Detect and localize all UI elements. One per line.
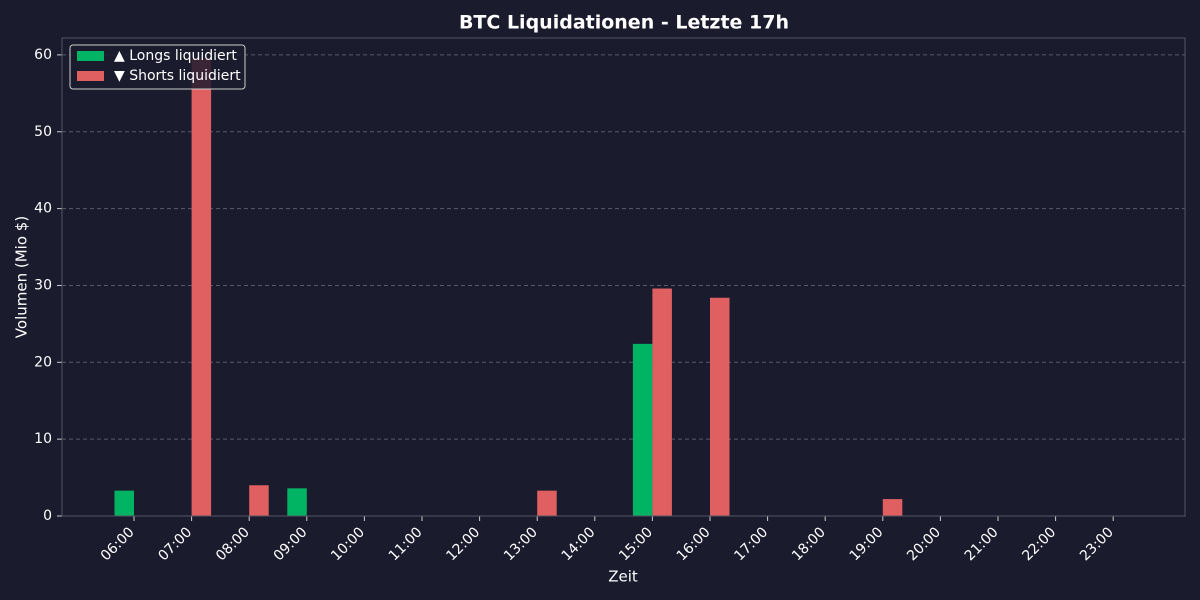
y-tick-label: 30 [34, 277, 52, 293]
legend-swatch [77, 71, 104, 81]
chart-title: BTC Liquidationen - Letzte 17h [459, 12, 789, 34]
legend-label: ▲ Longs liquidiert [114, 48, 237, 64]
bar [114, 490, 134, 516]
y-tick-label: 60 [34, 47, 52, 63]
x-axis-label: Zeit [608, 568, 638, 586]
bar [191, 58, 212, 516]
y-tick-label: 10 [34, 431, 52, 447]
y-tick-label: 0 [43, 508, 52, 524]
bar [249, 485, 269, 516]
y-tick-label: 40 [34, 201, 52, 217]
plot-border [61, 37, 1186, 517]
y-tick-label: 20 [34, 354, 52, 370]
bar [652, 288, 672, 516]
bar [882, 499, 903, 516]
legend-swatch [77, 51, 104, 61]
bar [632, 343, 653, 516]
y-tick-label: 50 [34, 124, 52, 140]
legend-label: ▼ Shorts liquidiert [114, 68, 241, 84]
bar [537, 490, 557, 516]
bar [287, 488, 307, 516]
bar [710, 297, 730, 516]
legend-box [69, 44, 246, 90]
y-axis-label: Volumen (Mio $) [13, 216, 31, 338]
